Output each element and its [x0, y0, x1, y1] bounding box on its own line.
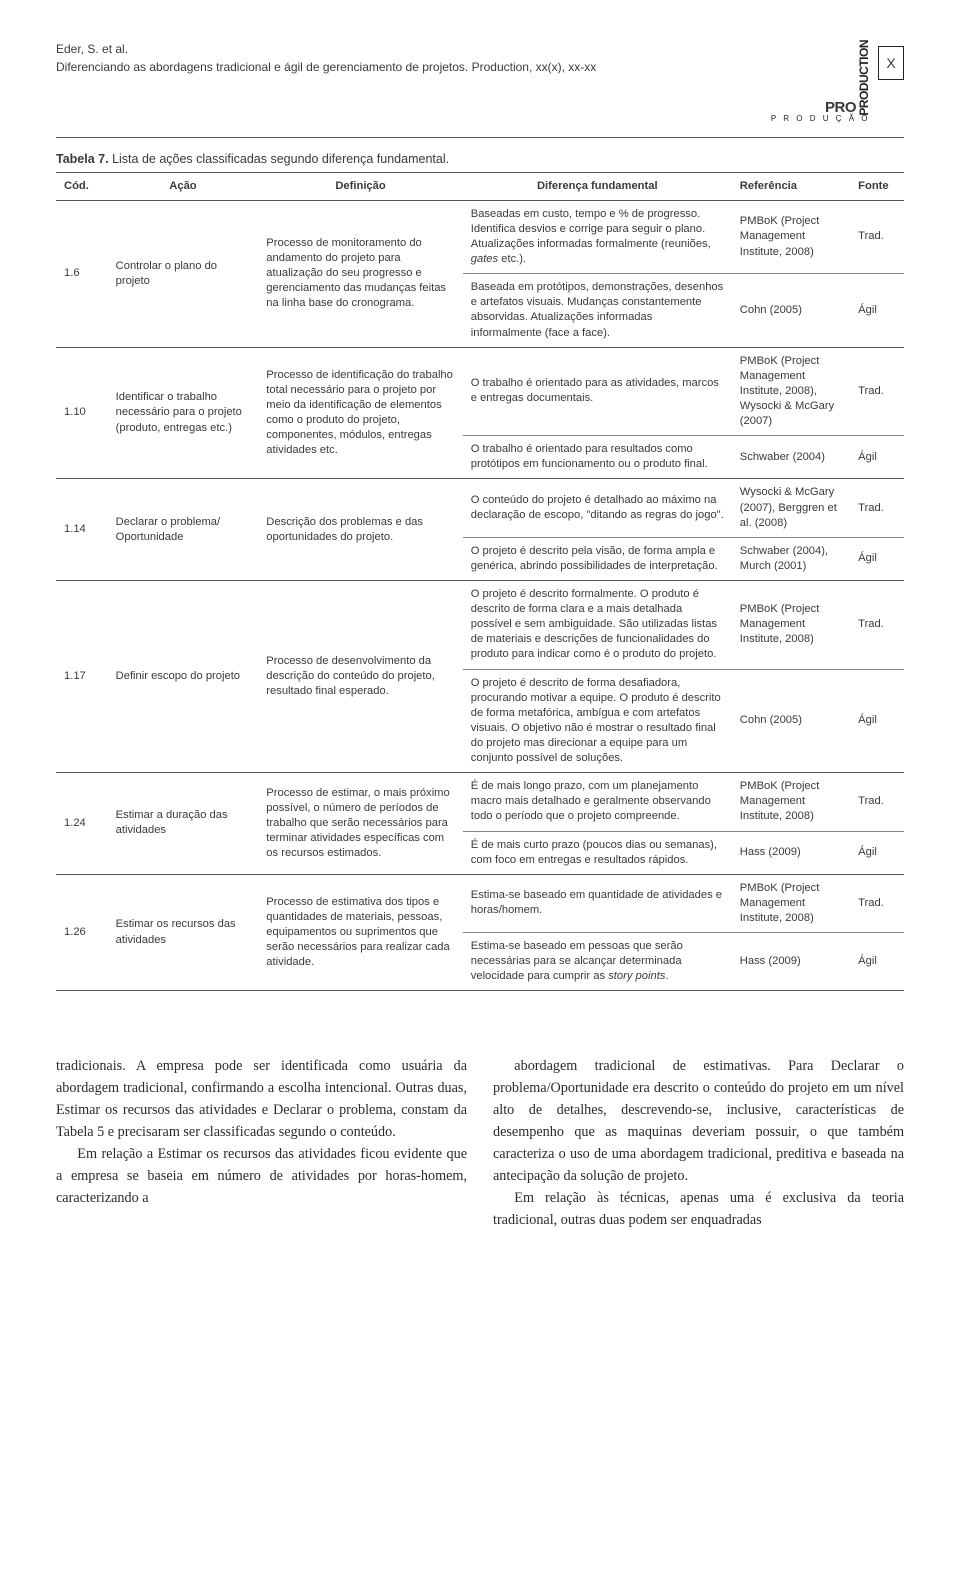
table-row: 1.10Identificar o trabalho necessário pa… — [56, 347, 904, 436]
cell-acao: Declarar o problema/ Oportunidade — [108, 479, 259, 581]
cell-ref: Schwaber (2004) — [732, 436, 850, 479]
cell-acao: Controlar o plano do projeto — [108, 200, 259, 347]
cell-dif: O projeto é descrito formalmente. O prod… — [463, 580, 732, 669]
table-row: 1.24Estimar a duração das atividadesProc… — [56, 773, 904, 831]
cell-dif: Estima-se baseado em pessoas que serão n… — [463, 933, 732, 991]
actions-table: Cód. Ação Definição Diferença fundamenta… — [56, 172, 904, 992]
logo-subtitle: P R O D U Ç Ã O — [771, 114, 870, 123]
cell-ref: Cohn (2005) — [732, 669, 850, 773]
cell-acao: Estimar os recursos das atividades — [108, 874, 259, 991]
cell-ref: Hass (2009) — [732, 933, 850, 991]
running-header: Eder, S. et al. Diferenciando as abordag… — [56, 40, 904, 123]
cell-ref: Schwaber (2004), Murch (2001) — [732, 537, 850, 580]
cell-fonte: Trad. — [850, 874, 904, 932]
authors: Eder, S. et al. — [56, 40, 596, 58]
col-cod: Cód. — [56, 172, 108, 200]
cell-dif: O projeto é descrito de forma desafiador… — [463, 669, 732, 773]
cell-fonte: Ágil — [850, 436, 904, 479]
cell-fonte: Trad. — [850, 773, 904, 831]
body-text: tradicionais. A empresa pode ser identif… — [56, 1055, 904, 1231]
cell-cod: 1.10 — [56, 347, 108, 479]
cell-fonte: Trad. — [850, 200, 904, 273]
cell-dif: Baseadas em custo, tempo e % de progress… — [463, 200, 732, 273]
cell-acao: Estimar a duração das atividades — [108, 773, 259, 875]
table-row: 1.6Controlar o plano do projetoProcesso … — [56, 200, 904, 273]
table-label: Tabela 7. — [56, 152, 109, 166]
body-p1: tradicionais. A empresa pode ser identif… — [56, 1055, 467, 1143]
cell-fonte: Ágil — [850, 274, 904, 347]
cell-fonte: Trad. — [850, 479, 904, 537]
cell-def: Processo de desenvolvimento da descrição… — [258, 580, 462, 772]
cell-ref: Hass (2009) — [732, 831, 850, 874]
cell-def: Descrição dos problemas e das oportunida… — [258, 479, 462, 581]
col-fonte: Fonte — [850, 172, 904, 200]
table-caption: Tabela 7. Lista de ações classificadas s… — [56, 152, 904, 166]
cell-fonte: Ágil — [850, 933, 904, 991]
cell-ref: PMBoK (Project Management Institute, 200… — [732, 580, 850, 669]
col-def: Definição — [258, 172, 462, 200]
journal-logo: PRO PRODUCTION P R O D U Ç Ã O — [771, 40, 870, 123]
page: Eder, S. et al. Diferenciando as abordag… — [0, 0, 960, 1291]
cell-ref: PMBoK (Project Management Institute, 200… — [732, 773, 850, 831]
body-p3: abordagem tradicional de estimativas. Pa… — [493, 1055, 904, 1187]
cell-ref: PMBoK (Project Management Institute, 200… — [732, 874, 850, 932]
col-ref: Referência — [732, 172, 850, 200]
cell-def: Processo de identificação do trabalho to… — [258, 347, 462, 479]
table-body: 1.6Controlar o plano do projetoProcesso … — [56, 200, 904, 991]
cell-fonte: Ágil — [850, 537, 904, 580]
table-row: 1.17Definir escopo do projetoProcesso de… — [56, 580, 904, 669]
table-header-row: Cód. Ação Definição Diferença fundamenta… — [56, 172, 904, 200]
page-number-box: X — [878, 46, 904, 80]
header-left: Eder, S. et al. Diferenciando as abordag… — [56, 40, 596, 76]
cell-fonte: Ágil — [850, 669, 904, 773]
cell-cod: 1.17 — [56, 580, 108, 772]
table-row: 1.26Estimar os recursos das atividadesPr… — [56, 874, 904, 932]
col-acao: Ação — [108, 172, 259, 200]
cell-dif: Baseada em protótipos, demonstrações, de… — [463, 274, 732, 347]
running-title: Diferenciando as abordagens tradicional … — [56, 58, 596, 76]
cell-cod: 1.14 — [56, 479, 108, 581]
cell-fonte: Trad. — [850, 580, 904, 669]
cell-dif: O projeto é descrito pela visão, de form… — [463, 537, 732, 580]
cell-def: Processo de estimar, o mais próximo poss… — [258, 773, 462, 875]
table-caption-text: Lista de ações classificadas segundo dif… — [112, 152, 449, 166]
body-p2: Em relação a Estimar os recursos das ati… — [56, 1143, 467, 1209]
cell-acao: Identificar o trabalho necessário para o… — [108, 347, 259, 479]
cell-dif: O trabalho é orientado para resultados c… — [463, 436, 732, 479]
cell-ref: Wysocki & McGary (2007), Berggren et al.… — [732, 479, 850, 537]
cell-dif: É de mais longo prazo, com um planejamen… — [463, 773, 732, 831]
cell-dif: É de mais curto prazo (poucos dias ou se… — [463, 831, 732, 874]
cell-acao: Definir escopo do projeto — [108, 580, 259, 772]
cell-dif: Estima-se baseado em quantidade de ativi… — [463, 874, 732, 932]
cell-dif: O trabalho é orientado para as atividade… — [463, 347, 732, 436]
table-row: 1.14Declarar o problema/ OportunidadeDes… — [56, 479, 904, 537]
cell-ref: PMBoK (Project Management Institute, 200… — [732, 200, 850, 273]
body-p4: Em relação às técnicas, apenas uma é exc… — [493, 1187, 904, 1231]
col-dif: Diferença fundamental — [463, 172, 732, 200]
header-right: PRO PRODUCTION P R O D U Ç Ã O X — [771, 40, 904, 123]
cell-def: Processo de monitoramento do andamento d… — [258, 200, 462, 347]
cell-cod: 1.26 — [56, 874, 108, 991]
cell-ref: PMBoK (Project Management Institute, 200… — [732, 347, 850, 436]
cell-cod: 1.6 — [56, 200, 108, 347]
cell-fonte: Ágil — [850, 831, 904, 874]
cell-def: Processo de estimativa dos tipos e quant… — [258, 874, 462, 991]
cell-cod: 1.24 — [56, 773, 108, 875]
cell-ref: Cohn (2005) — [732, 274, 850, 347]
cell-fonte: Trad. — [850, 347, 904, 436]
cell-dif: O conteúdo do projeto é detalhado ao máx… — [463, 479, 732, 537]
header-rule — [56, 137, 904, 138]
